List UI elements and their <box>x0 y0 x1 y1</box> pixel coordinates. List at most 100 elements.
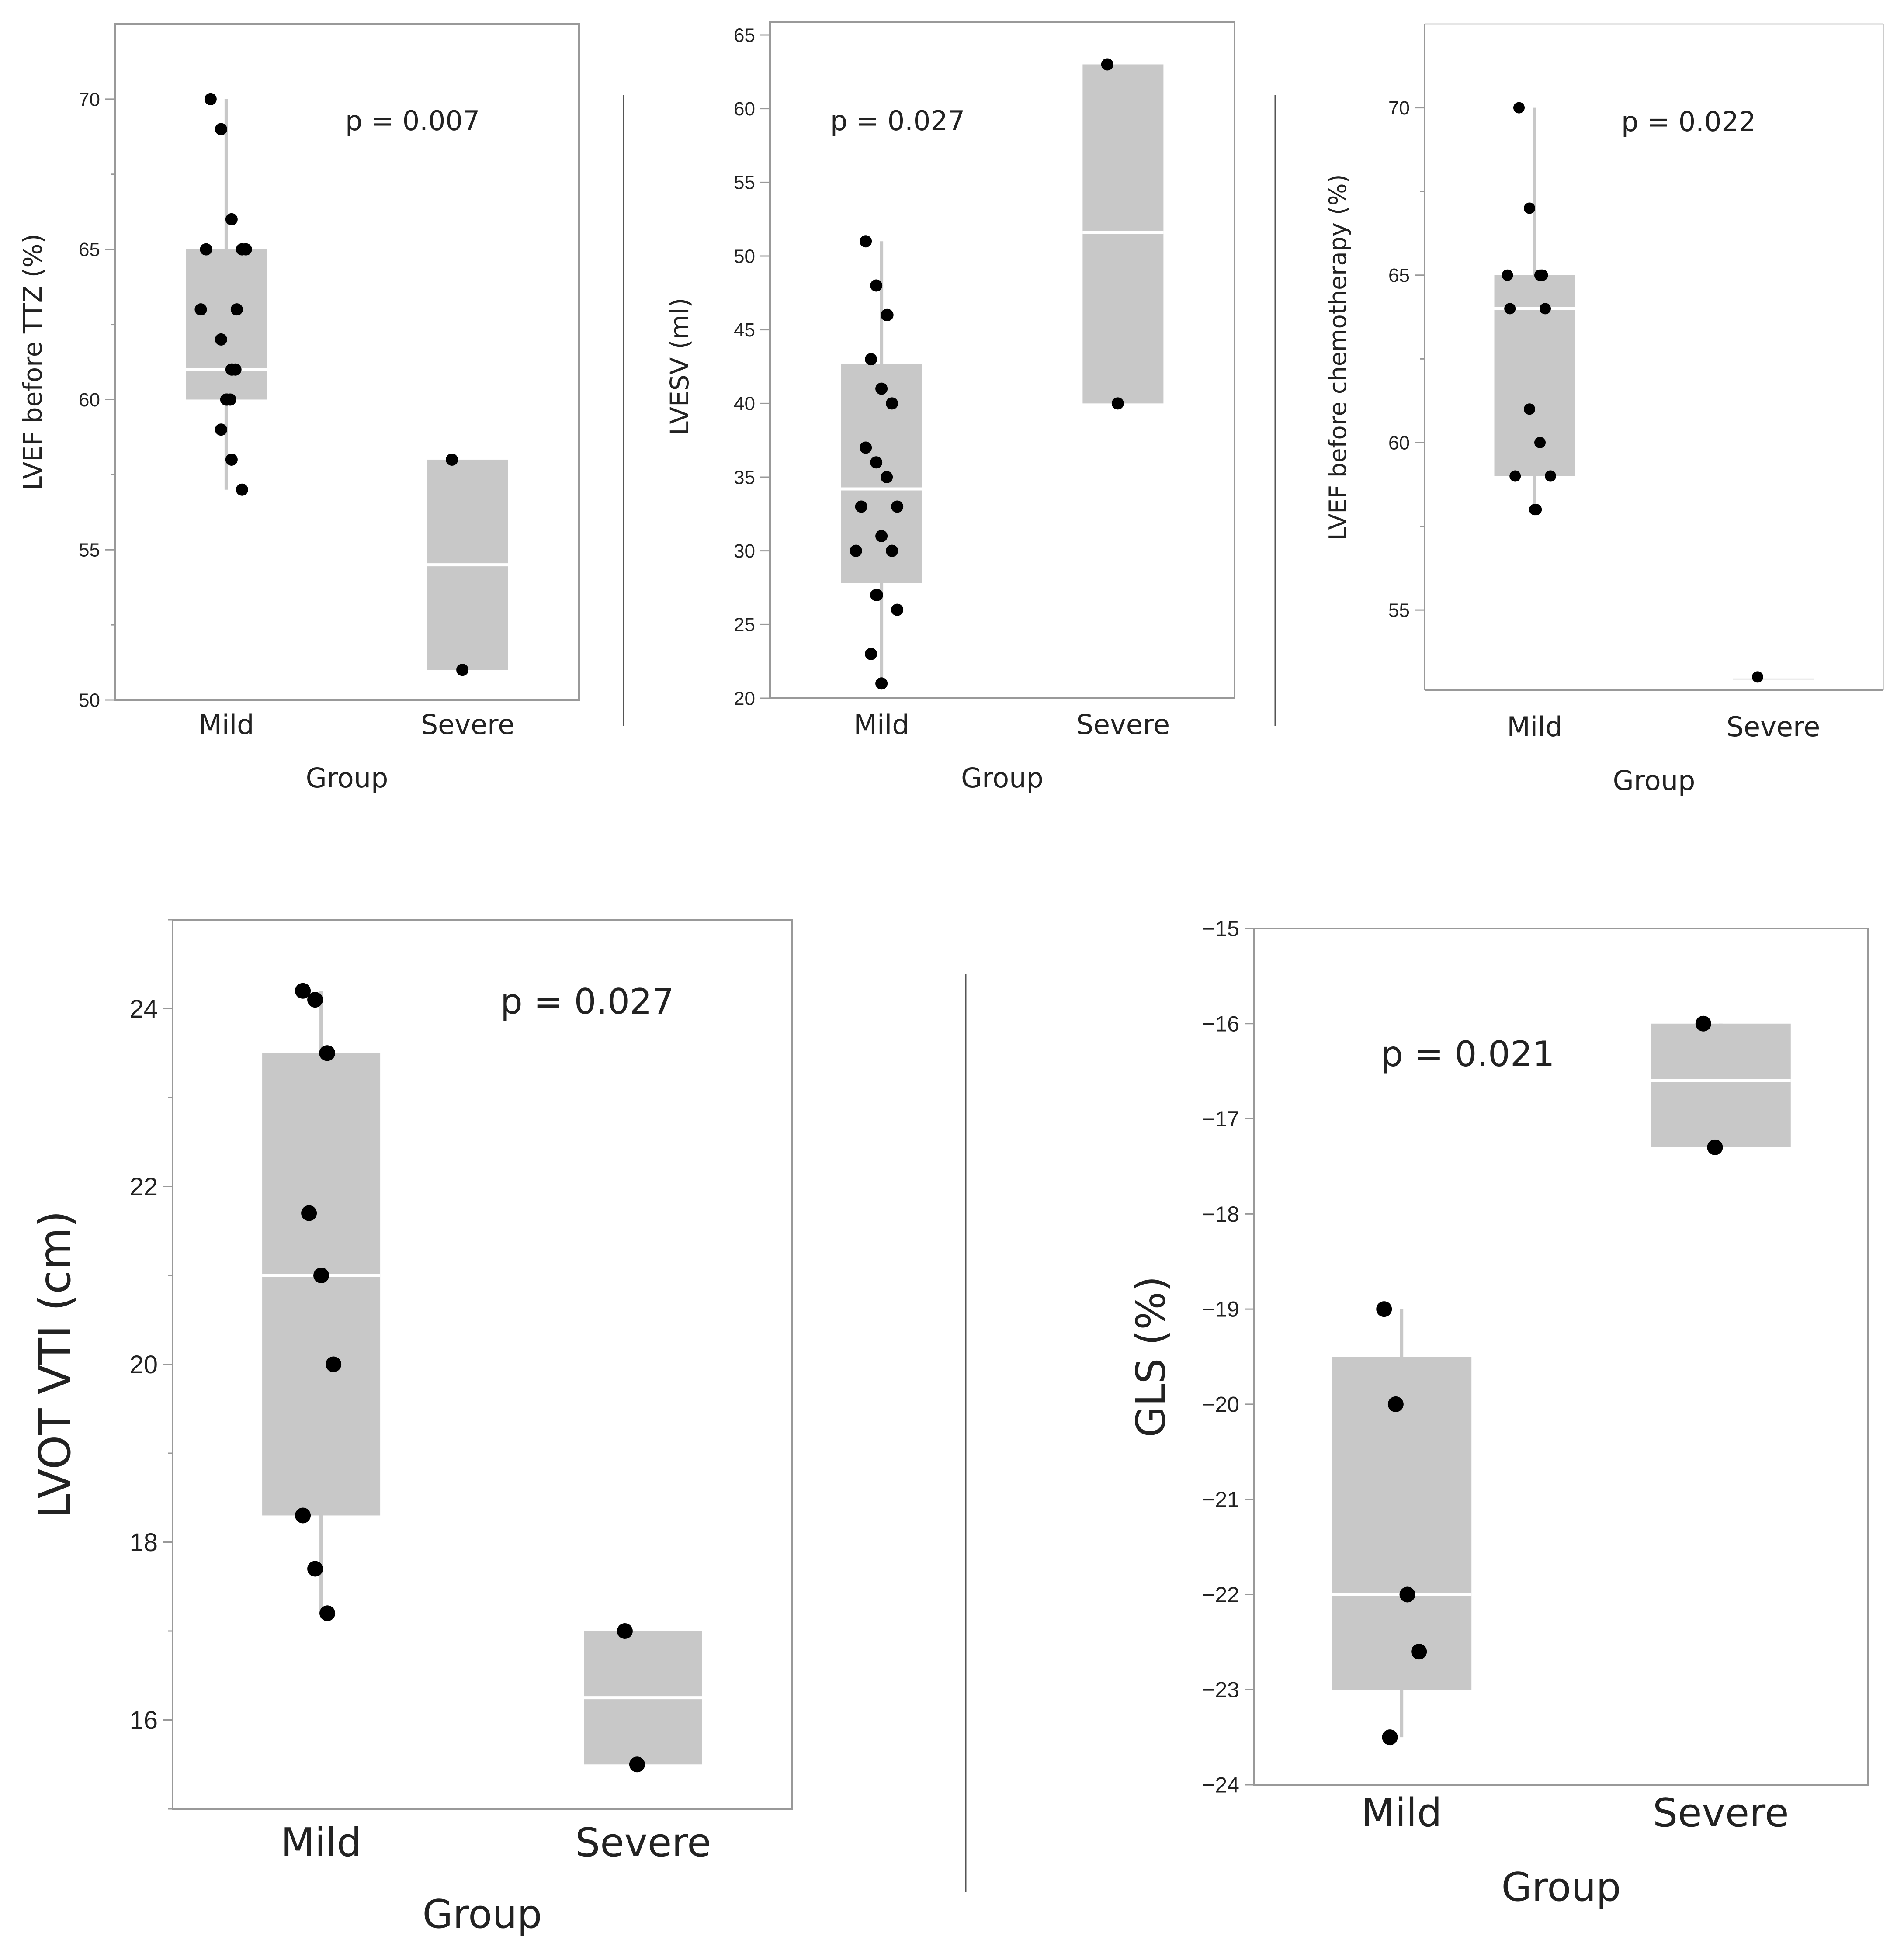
y-tick-label: 55 <box>1388 599 1410 621</box>
data-point-mild <box>875 530 888 542</box>
p-value-annotation: p = 0.022 <box>1621 106 1756 138</box>
data-point-mild <box>865 648 877 660</box>
data-point-mild <box>225 213 238 225</box>
data-point-mild <box>875 382 888 395</box>
y-tick-label: 25 <box>734 614 755 636</box>
y-tick-label: −15 <box>1202 917 1239 941</box>
data-point-mild <box>1399 1586 1415 1603</box>
y-tick-label: 16 <box>129 1706 158 1735</box>
data-point-mild <box>860 441 872 454</box>
x-axis-title: Group <box>306 762 388 794</box>
chart-panel-4: 16 18 20 22 24 Mild Severe p = 0.027 Group LVOT V… <box>29 919 793 1937</box>
data-point-mild <box>1411 1644 1427 1660</box>
data-point-mild <box>881 308 894 321</box>
data-point-mild <box>236 483 248 496</box>
y-tick-label: 30 <box>734 540 755 562</box>
data-point-severe <box>1101 58 1113 71</box>
y-tick-label: 65 <box>79 239 100 260</box>
data-point-mild <box>326 1356 342 1372</box>
chart-panel-1: 50 55 60 65 70 Mild Severe p = 0.007 Group LVEF b… <box>18 23 580 794</box>
data-point-mild <box>870 279 883 292</box>
y-tick-label: 60 <box>734 98 755 120</box>
data-point-mild <box>313 1268 329 1283</box>
data-point-mild <box>1387 1396 1404 1412</box>
p-value-annotation: p = 0.027 <box>830 105 965 137</box>
data-point-mild <box>850 544 862 557</box>
y-tick-label: −18 <box>1202 1202 1239 1226</box>
y-tick-label: −22 <box>1202 1583 1239 1607</box>
y-tick-label: −17 <box>1202 1107 1239 1131</box>
data-point-mild <box>307 1561 323 1577</box>
data-point-mild <box>1382 1729 1398 1746</box>
data-point-severe <box>617 1623 633 1639</box>
y-tick-label: 65 <box>1388 265 1410 286</box>
data-point-mild <box>1524 403 1535 415</box>
data-point-mild <box>200 243 212 256</box>
x-tick-label: Severe <box>1076 709 1170 741</box>
data-point-severe <box>1707 1139 1723 1155</box>
box-mild <box>1332 1357 1472 1690</box>
x-axis-title: Group <box>1502 1864 1621 1910</box>
data-point-mild <box>855 500 867 513</box>
data-point-mild <box>1504 303 1516 315</box>
box-mild <box>186 249 267 400</box>
y-tick-label: 35 <box>734 467 755 488</box>
y-tick-label: −19 <box>1202 1297 1239 1322</box>
data-point-severe <box>629 1756 645 1773</box>
y-tick-label: 22 <box>129 1173 158 1201</box>
x-tick-label: Mild <box>281 1820 362 1866</box>
data-point-mild <box>886 397 898 410</box>
x-tick-label: Severe <box>575 1820 711 1866</box>
x-tick-label: Mild <box>198 709 254 741</box>
y-tick-label: 60 <box>79 389 100 411</box>
y-axis-title: LVESV (ml) <box>665 298 694 435</box>
y-tick-label: 50 <box>79 689 100 711</box>
data-point-severe <box>1752 671 1763 683</box>
chart-panel-2: 20 25 30 35 40 45 50 55 60 65 Mild Severe p = 0.027 G… <box>665 21 1235 794</box>
data-point-mild <box>295 1507 311 1524</box>
data-point-mild <box>1540 303 1551 315</box>
y-tick-label: 45 <box>734 319 755 341</box>
y-tick-label: 24 <box>129 995 158 1023</box>
box-severe <box>1651 1023 1791 1147</box>
p-value-annotation: p = 0.021 <box>1381 1034 1555 1074</box>
x-tick-label: Severe <box>1653 1790 1789 1836</box>
data-point-mild <box>230 303 243 316</box>
y-tick-label: 55 <box>79 540 100 561</box>
y-tick-label: 40 <box>734 393 755 415</box>
data-point-mild <box>1513 102 1525 114</box>
data-point-mild <box>891 603 904 616</box>
plot-frame <box>769 21 1235 699</box>
data-point-mild <box>307 992 323 1008</box>
x-tick-label: Severe <box>421 709 515 741</box>
data-point-mild <box>194 303 207 316</box>
chart-panel-5: −24 −23 −22 −21 −20 −19 −18 −17 −16 −15 Mild Severe… <box>1127 917 1869 1910</box>
data-point-mild <box>215 333 227 346</box>
data-point-mild <box>225 453 238 466</box>
data-point-mild <box>875 677 888 690</box>
box-mild <box>262 1053 381 1516</box>
x-axis-title: Group <box>961 762 1044 794</box>
data-point-mild <box>319 1605 336 1621</box>
y-tick-label: 50 <box>734 246 755 267</box>
y-axis-title: LVOT VTI (cm) <box>29 1210 80 1518</box>
data-point-mild <box>891 500 904 513</box>
y-tick-label: 20 <box>129 1351 158 1379</box>
p-value-annotation: p = 0.027 <box>500 981 674 1022</box>
data-point-mild <box>301 1205 317 1221</box>
data-point-mild <box>1545 470 1556 482</box>
y-tick-label: −23 <box>1202 1678 1239 1702</box>
p-value-annotation: p = 0.007 <box>345 105 480 137</box>
plot-frame <box>114 23 580 701</box>
data-point-mild <box>870 456 883 469</box>
y-tick-label: 60 <box>1388 432 1410 454</box>
data-point-mild <box>224 393 236 406</box>
x-tick-label: Severe <box>1727 711 1821 743</box>
data-point-mild <box>1524 202 1535 214</box>
data-point-mild <box>860 235 872 248</box>
data-point-mild <box>1376 1301 1392 1317</box>
data-point-mild <box>239 243 252 256</box>
y-tick-label: −24 <box>1202 1773 1239 1798</box>
x-axis-title: Group <box>1613 765 1696 797</box>
